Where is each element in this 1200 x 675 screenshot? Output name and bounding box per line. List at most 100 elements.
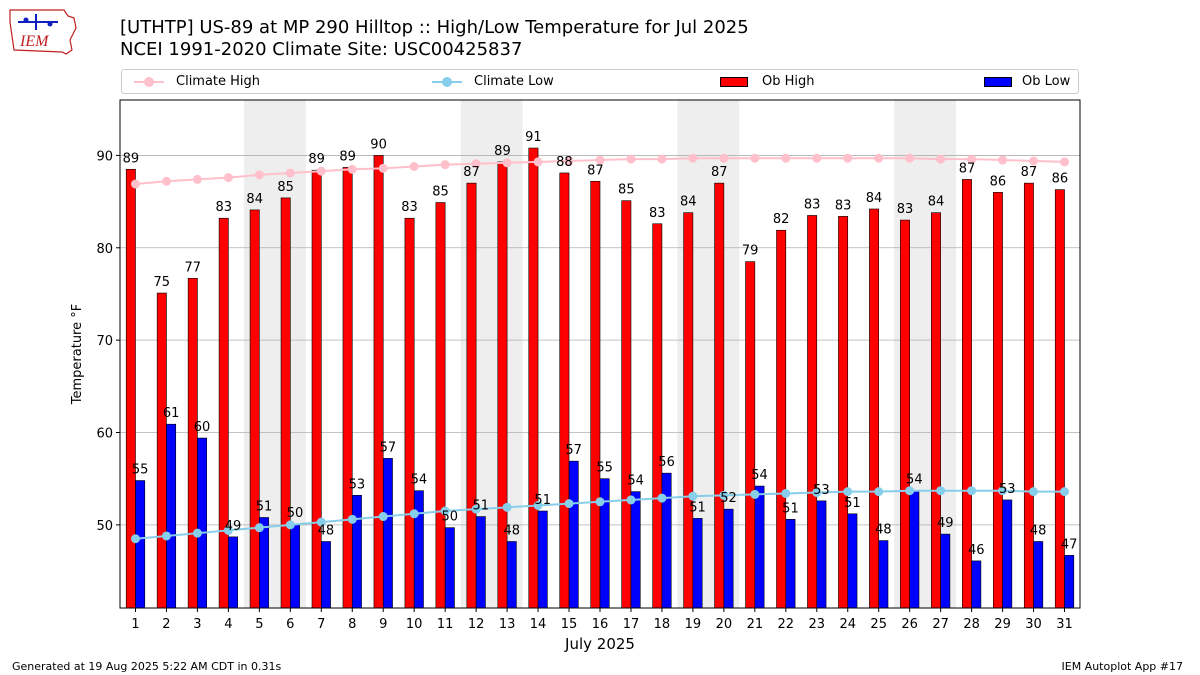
ob-low-label: 53 xyxy=(999,482,1016,497)
x-tick-label: 6 xyxy=(286,617,294,632)
x-tick-label: 10 xyxy=(406,617,423,632)
climate-low-point xyxy=(223,525,233,535)
ob-high-bar xyxy=(807,215,818,609)
y-tick-label: 50 xyxy=(96,519,113,534)
footer-app: IEM Autoplot App #17 xyxy=(1061,660,1184,673)
x-tick-label: 11 xyxy=(437,617,454,632)
y-tick-label: 90 xyxy=(96,149,113,164)
ob-high-label: 84 xyxy=(928,195,945,210)
ob-high-bar xyxy=(404,217,415,609)
ob-high-bar xyxy=(776,229,787,609)
ob-low-bar xyxy=(878,540,889,609)
ob-high-bar xyxy=(1023,182,1034,609)
x-tick-label: 20 xyxy=(716,617,733,632)
climate-low-point xyxy=(657,493,667,503)
ob-low-bar xyxy=(537,510,548,609)
climate-high-point xyxy=(378,163,388,173)
climate-high-point xyxy=(316,166,326,176)
x-tick-label: 7 xyxy=(317,617,325,632)
x-tick-label: 9 xyxy=(379,617,387,632)
ob-high-label: 83 xyxy=(804,197,821,212)
ob-low-label: 55 xyxy=(596,461,613,476)
ob-low-bar xyxy=(197,437,208,609)
x-tick-label: 27 xyxy=(932,617,949,632)
ob-high-bar xyxy=(249,209,260,609)
x-tick-label: 13 xyxy=(499,617,516,632)
ob-high-bar xyxy=(156,292,167,609)
ob-high-bar xyxy=(683,212,694,609)
ob-high-label: 84 xyxy=(866,191,883,206)
ob-low-label: 56 xyxy=(658,455,675,470)
climate-low-point xyxy=(316,517,326,527)
x-tick-label: 8 xyxy=(348,617,356,632)
ob-low-label: 51 xyxy=(256,499,273,514)
ob-low-label: 53 xyxy=(813,483,830,498)
legend-item-ob-high: Ob High xyxy=(720,73,840,91)
climate-low-point xyxy=(595,497,605,507)
climate-high-point xyxy=(502,158,512,168)
x-tick-label: 26 xyxy=(901,617,918,632)
ob-low-bar xyxy=(785,519,796,609)
ob-low-label: 54 xyxy=(627,474,644,489)
climate-high-point xyxy=(936,154,946,164)
ob-low-bar xyxy=(444,527,455,609)
ob-high-label: 87 xyxy=(463,165,480,180)
ob-low-bar xyxy=(661,472,672,609)
ob-high-bar xyxy=(869,208,880,609)
ob-low-label: 55 xyxy=(132,463,149,478)
ob-high-bar xyxy=(373,155,384,609)
chart-title: [UTHTP] US-89 at MP 290 Hilltop :: High/… xyxy=(120,17,749,61)
climate-low-point xyxy=(874,487,884,497)
ob-high-bar xyxy=(745,261,756,609)
ob-high-bar xyxy=(497,161,508,609)
x-tick-label: 19 xyxy=(685,617,702,632)
climate-low-point xyxy=(378,512,388,522)
ob-high-label: 83 xyxy=(835,198,852,213)
ob-low-label: 57 xyxy=(380,440,397,455)
ob-high-bar xyxy=(590,180,601,609)
ob-high-bar xyxy=(652,223,663,609)
x-tick-label: 4 xyxy=(224,617,232,632)
ob-high-label: 87 xyxy=(1021,165,1038,180)
iem-logo-text: IEM xyxy=(19,33,50,50)
climate-low-point xyxy=(347,514,357,524)
climate-high-point xyxy=(533,157,543,167)
climate-low-point xyxy=(812,488,822,498)
x-tick-label: 5 xyxy=(255,617,263,632)
climate-high-point xyxy=(905,153,915,163)
climate-low-point xyxy=(905,486,915,496)
climate-high-point xyxy=(595,155,605,165)
climate-low-point xyxy=(192,528,202,538)
iem-logo: IEM xyxy=(9,9,77,55)
x-tick-label: 29 xyxy=(994,617,1011,632)
ob-low-bar xyxy=(351,495,362,609)
ob-low-label: 48 xyxy=(1030,523,1047,538)
y-tick-label: 70 xyxy=(96,334,113,349)
x-tick-label: 24 xyxy=(839,617,856,632)
ob-high-bar xyxy=(714,182,725,609)
ob-high-bar xyxy=(187,277,198,609)
climate-high-point xyxy=(161,176,171,186)
y-tick-label: 80 xyxy=(96,242,113,257)
ob-high-label: 87 xyxy=(587,163,604,178)
y-tick-label: 60 xyxy=(96,427,113,442)
ob-low-bar xyxy=(228,536,238,609)
ob-low-bar xyxy=(1064,555,1075,609)
climate-low-point xyxy=(440,506,450,516)
ob-low-label: 48 xyxy=(503,523,520,538)
x-tick-label: 15 xyxy=(561,617,578,632)
climate-high-point xyxy=(223,173,233,183)
ob-high-label: 89 xyxy=(123,151,140,166)
climate-high-point xyxy=(130,179,140,189)
climate-low-point xyxy=(998,486,1008,496)
ob-low-bar xyxy=(320,541,331,609)
climate-low-point xyxy=(967,486,977,496)
ob-low-label: 51 xyxy=(782,501,799,516)
climate-high-point xyxy=(564,156,574,166)
ob-low-label: 51 xyxy=(689,500,706,515)
climate-low-point xyxy=(1060,487,1070,497)
legend-item-ob-low: Ob Low xyxy=(984,73,1074,91)
footer-generated: Generated at 19 Aug 2025 5:22 AM CDT in … xyxy=(12,660,282,673)
ob-high-label: 83 xyxy=(401,200,418,215)
